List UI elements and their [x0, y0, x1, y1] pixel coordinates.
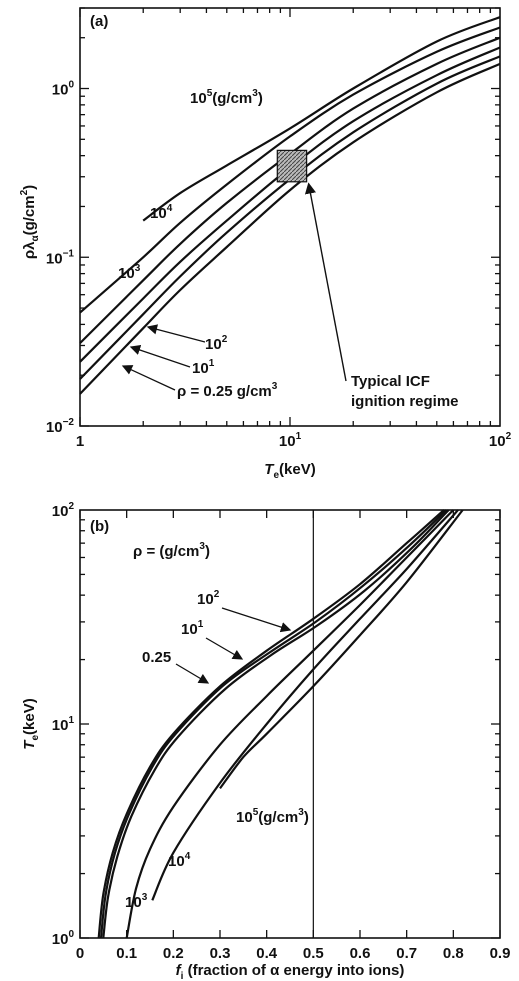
panel-a-xtick-label: 102 — [489, 431, 512, 450]
panel-b-xlabel: fi (fraction of α energy into ions) — [176, 962, 405, 981]
panel-b-ytick-label: 100 — [52, 929, 75, 948]
arrow-a-025 — [121, 365, 176, 391]
panel-a-series-1 — [79, 55, 501, 380]
panel-a-series-0 — [79, 62, 501, 395]
panel-a-series-2 — [79, 46, 501, 363]
panel-b-series-1 — [99, 509, 448, 939]
panel-b-xtick-label: 0.2 — [163, 945, 184, 962]
panel-b-xtick-label: 0.8 — [443, 945, 464, 962]
label-b-rho-1e1: 101 — [181, 619, 204, 638]
panel-b-ytick-label: 102 — [52, 501, 75, 520]
panel-b-xtick-label: 0.3 — [210, 945, 231, 962]
panel-b-xtick-label: 0.7 — [396, 945, 417, 962]
panel-b-xtick-label: 0.1 — [116, 945, 137, 962]
label-b-rho-1e5: 105(g/cm3) — [236, 807, 309, 826]
panel-a-series-4 — [79, 26, 501, 314]
label-a-rho-1e2: 102 — [205, 334, 228, 353]
panel-b-xtick-label: 0.9 — [490, 945, 511, 962]
panel-b-xtick-label: 0.4 — [256, 945, 278, 962]
panel-b-ylabel: Te(keV) — [21, 698, 41, 749]
panel-b-ticks: 0 0.1 0.2 0.3 0.4 0.5 0.6 0.7 0.8 0.9 100 101 102 — [52, 501, 511, 962]
icf-label-line2: ignition regime — [351, 393, 459, 410]
panel-a-curves — [79, 16, 501, 395]
panel-a-xtick-label: 1 — [76, 433, 84, 450]
panel-b-frame — [79, 509, 501, 939]
label-b-rho-1e3: 103 — [125, 892, 148, 911]
panel-a-xlabel: Te(keV) — [264, 461, 315, 481]
label-b-rho-1e2: 102 — [197, 589, 220, 608]
panel-b-xtick-label: 0.6 — [350, 945, 371, 962]
arrow-a-1e1 — [129, 344, 191, 368]
arrow-b-1e1 — [205, 637, 244, 660]
label-b-heading: ρ = (g/cm3) — [133, 541, 210, 560]
icf-label-line1: Typical ICF — [351, 373, 430, 390]
panel-a-series-3 — [79, 36, 501, 344]
label-a-rho-1e1: 101 — [192, 358, 215, 377]
panel-b-series-0 — [97, 509, 445, 939]
panel-a-ylabel: ρλα(g/cm2) — [19, 185, 41, 259]
panel-b-series-5 — [219, 509, 464, 790]
panel-b-series-4 — [151, 509, 459, 901]
arrow-a-1e2 — [146, 324, 206, 343]
panel-a-series-5 — [142, 16, 501, 222]
panel-a-ytick-label: 10−1 — [46, 248, 75, 267]
icf-arrow — [304, 182, 347, 382]
label-a-rho-025: ρ = 0.25 g/cm3 — [177, 381, 278, 400]
panel-a: 1 101 102 10−2 10−1 100 (a) Typical ICF ignit… — [19, 7, 512, 481]
panel-a-xtick-label: 101 — [279, 431, 302, 450]
panel-b-xtick-label: 0.5 — [303, 945, 324, 962]
panel-b-curves — [97, 509, 464, 939]
panel-b-series-3 — [125, 509, 455, 939]
label-a-rho-1e3: 103 — [118, 263, 141, 282]
panel-b: 0 0.1 0.2 0.3 0.4 0.5 0.6 0.7 0.8 0.9 100 101 102 (b… — [21, 501, 510, 981]
panel-a-ytick-label: 100 — [52, 80, 75, 99]
panel-a-frame — [79, 7, 501, 427]
panel-b-tag: (b) — [90, 518, 109, 535]
panel-a-ticks: 1 101 102 10−2 10−1 100 — [46, 7, 512, 450]
panel-a-tag: (a) — [90, 13, 108, 30]
label-a-rho-1e5: 105(g/cm3) — [190, 88, 263, 107]
panel-b-xtick-label: 0 — [76, 945, 84, 962]
label-b-rho-1e4: 104 — [168, 851, 191, 870]
panel-b-series-2 — [102, 509, 450, 939]
arrow-b-1e2 — [221, 607, 292, 633]
panel-a-ytick-label: 10−2 — [46, 417, 75, 436]
label-b-rho-025: 0.25 — [142, 649, 171, 666]
arrow-b-025 — [175, 663, 210, 684]
icf-ignition-region — [276, 149, 308, 183]
label-a-rho-1e4: 104 — [150, 203, 173, 222]
panel-b-ytick-label: 101 — [52, 715, 75, 734]
